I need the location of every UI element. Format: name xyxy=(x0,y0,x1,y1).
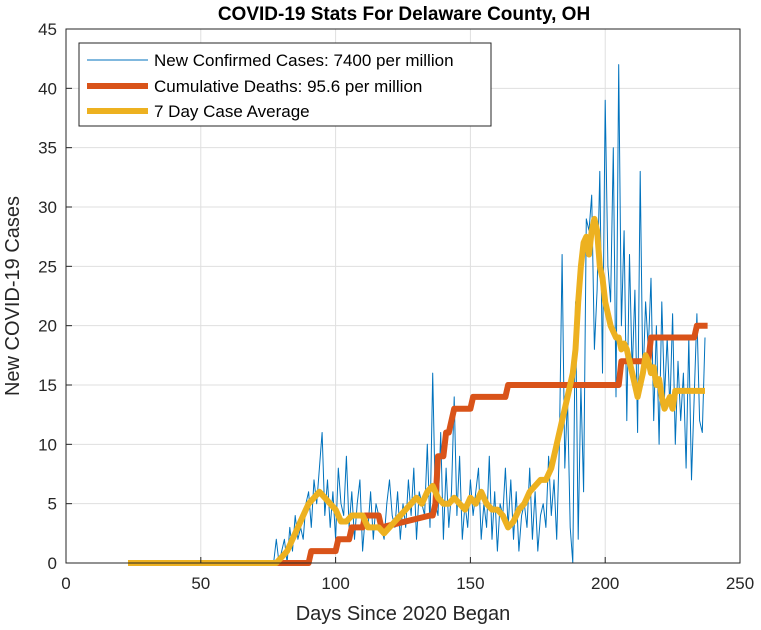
x-tick-label: 100 xyxy=(321,574,349,593)
legend-label-average: 7 Day Case Average xyxy=(154,102,310,121)
axes-box xyxy=(65,28,741,564)
legend-label-new-cases: New Confirmed Cases: 7400 per million xyxy=(154,51,454,70)
y-tick-label: 20 xyxy=(38,317,57,336)
y-tick-label: 45 xyxy=(38,20,57,39)
y-tick-label: 5 xyxy=(48,495,57,514)
x-tick-label: 150 xyxy=(456,574,484,593)
y-tick-label: 40 xyxy=(38,79,57,98)
x-tick-label: 250 xyxy=(726,574,754,593)
y-tick-label: 35 xyxy=(38,139,57,158)
y-tick-label: 10 xyxy=(38,435,57,454)
legend: New Confirmed Cases: 7400 per million Cu… xyxy=(78,42,492,127)
y-tick-label: 15 xyxy=(38,376,57,395)
x-axis-ticks: 0 50 100 150 200 250 xyxy=(61,557,754,593)
x-tick-label: 0 xyxy=(61,574,70,593)
x-axis-label: Days Since 2020 Began xyxy=(296,603,511,625)
chart-title: COVID-19 Stats For Delaware County, OH xyxy=(218,4,590,25)
y-tick-label: 30 xyxy=(38,198,57,217)
plot-area xyxy=(128,64,708,566)
x-tick-label: 200 xyxy=(591,574,619,593)
series-7-day-average xyxy=(128,215,706,566)
series-new-confirmed-cases xyxy=(273,64,706,564)
y-tick-label: 0 xyxy=(48,554,57,573)
y-axis-label: New COVID-19 Cases xyxy=(2,196,24,396)
legend-label-deaths: Cumulative Deaths: 95.6 per million xyxy=(154,77,422,96)
y-axis-ticks: 0 5 10 15 20 25 30 35 40 45 xyxy=(38,20,72,573)
x-tick-label: 50 xyxy=(191,574,210,593)
y-tick-label: 25 xyxy=(38,257,57,276)
